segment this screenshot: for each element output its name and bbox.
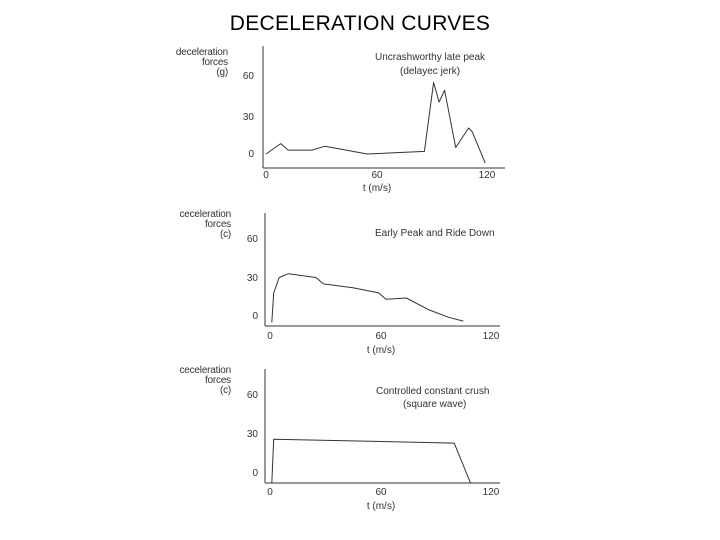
deceleration-curve-line <box>271 273 464 323</box>
y-axis-label: ceceleration forces (c) <box>146 210 231 240</box>
x-axis-label: t (m/s) <box>363 183 391 194</box>
x-tick-label: 0 <box>263 170 269 181</box>
x-tick-label: 120 <box>483 487 500 498</box>
chart-plot-3: Controlled constant crush (square wave) … <box>247 369 500 512</box>
annotation-line: Controlled constant crush <box>376 386 489 397</box>
x-tick-label: 60 <box>371 170 383 181</box>
y-axis-label: deceleration forces (g) <box>146 48 228 78</box>
y-axis-label-line: forces <box>204 219 231 230</box>
deceleration-curve-line <box>271 438 472 484</box>
chart-plot-2: Early Peak and Ride Down 60 30 0 0 60 12… <box>247 213 500 356</box>
annotation-line: (delayec jerk) <box>400 66 460 77</box>
deceleration-curve-line <box>265 82 486 164</box>
y-axis-label-line: (g) <box>216 67 228 78</box>
y-axis-label-line: ceceleration <box>179 209 231 220</box>
y-axis-label-line: forces <box>201 57 228 68</box>
y-tick-label: 30 <box>247 429 259 440</box>
x-tick-label: 0 <box>267 331 273 342</box>
y-axis-label: ceceleration forces (c) <box>146 366 231 396</box>
annotation-line: (square wave) <box>403 399 466 410</box>
annotation-line: Uncrashworthy late peak <box>375 52 486 63</box>
deceleration-chart-3: ceceleration forces (c) Controlled const… <box>0 362 720 522</box>
x-axis-label: t (m/s) <box>367 345 395 356</box>
y-tick-label: 30 <box>243 112 255 123</box>
x-tick-label: 120 <box>483 331 500 342</box>
page-title: DECELERATION CURVES <box>229 12 491 35</box>
y-axis-label-line: deceleration <box>175 47 228 58</box>
y-axis-label-line: (c) <box>219 229 231 240</box>
y-tick-label: 0 <box>248 149 254 160</box>
x-tick-label: 120 <box>479 170 496 181</box>
y-tick-label: 0 <box>252 468 258 479</box>
annotation-line: Early Peak and Ride Down <box>375 228 495 239</box>
x-tick-label: 60 <box>375 331 387 342</box>
chart-plot-1: Uncrashworthy late peak (delayec jerk) 6… <box>243 46 505 194</box>
y-axis-label-line: (c) <box>219 385 231 396</box>
y-tick-label: 30 <box>247 273 259 284</box>
y-axis-label-line: ceceleration <box>179 365 231 376</box>
x-axis-label: t (m/s) <box>367 501 395 512</box>
y-tick-label: 0 <box>252 311 258 322</box>
y-tick-label: 60 <box>247 234 259 245</box>
deceleration-chart-2: ceceleration forces (c) Early Peak and R… <box>0 205 720 365</box>
y-tick-label: 60 <box>243 71 255 82</box>
x-tick-label: 60 <box>375 487 387 498</box>
y-tick-label: 60 <box>247 390 259 401</box>
x-tick-label: 0 <box>267 487 273 498</box>
y-axis-label-line: forces <box>204 375 231 386</box>
deceleration-chart-1: deceleration forces (g) Uncrashworthy la… <box>0 43 720 203</box>
